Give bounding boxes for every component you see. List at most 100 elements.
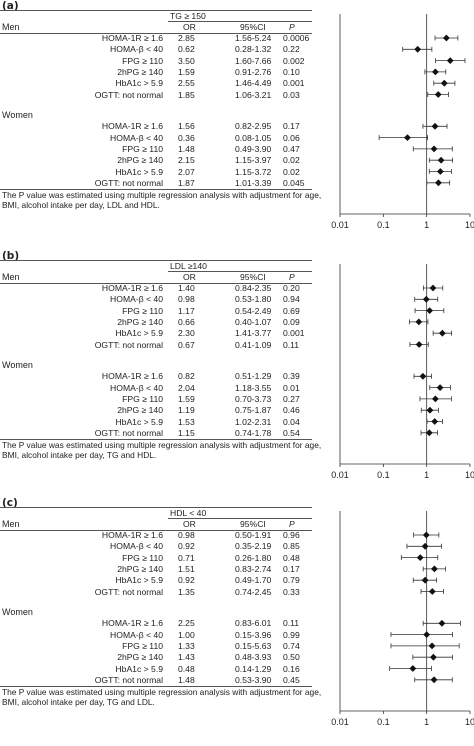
- x-tick-label-0: 0.01: [331, 717, 349, 727]
- row-or-value: 1.53: [178, 416, 195, 427]
- table-bottom-rule: [0, 188, 312, 190]
- row-variable-label: 2hPG ≥ 140: [117, 66, 163, 77]
- row-variable-label: OGTT: not normal: [94, 674, 163, 685]
- odds-ratio-marker: [421, 542, 429, 550]
- row-variable-label: 2hPG ≥ 140: [117, 405, 163, 416]
- row-ci-value: 1.56-5.24: [235, 33, 272, 43]
- row-variable-label: OGTT: not normal: [94, 586, 163, 597]
- row-or-value: 1.48: [178, 674, 195, 685]
- column-header-ci: 95%CI: [240, 272, 266, 282]
- row-variable-label: 2hPG ≥ 140: [117, 563, 163, 574]
- row-variable-label: OGTT: not normal: [94, 89, 163, 100]
- row-p-value: 0.45: [283, 674, 300, 685]
- table-top-rule: [0, 260, 312, 261]
- row-or-value: 1.43: [178, 652, 195, 663]
- column-header-or: OR: [183, 519, 196, 529]
- row-or-value: 2.07: [178, 166, 195, 177]
- odds-ratio-marker: [415, 318, 423, 326]
- odds-ratio-marker: [428, 588, 436, 595]
- row-ci-value: 0.14-1.29: [235, 663, 272, 674]
- row-or-value: 2.15: [178, 155, 195, 166]
- row-p-value: 0.001: [283, 78, 305, 89]
- row-or-value: 2.55: [178, 78, 195, 89]
- row-or-value: 0.92: [178, 575, 195, 586]
- row-ci-value: 1.02-2.31: [235, 416, 272, 427]
- x-tick-label-3: 10: [465, 470, 474, 480]
- row-or-value: 1.48: [178, 143, 195, 154]
- row-p-value: 0.001: [283, 328, 305, 339]
- row-ci-value: 0.49-3.90: [235, 143, 272, 154]
- x-tick-label-1: 0.1: [377, 717, 390, 727]
- row-ci-value: 0.15-3.96: [235, 629, 272, 640]
- row-ci-value: 0.74-1.78: [235, 427, 272, 438]
- row-or-value: 0.36: [178, 132, 195, 143]
- group-label-women: Women: [2, 607, 33, 618]
- row-variable-label: HbA1c > 5.9: [115, 416, 163, 427]
- table-header-outcome: HDL < 40: [170, 508, 207, 518]
- odds-ratio-marker: [429, 284, 437, 292]
- row-ci-value: 0.08-1.05: [235, 132, 272, 143]
- row-ci-value: 0.49-1.70: [235, 575, 272, 586]
- row-ci-value: 0.91-2.76: [235, 66, 272, 77]
- row-p-value: 0.17: [283, 563, 300, 574]
- odds-ratio-marker: [426, 406, 434, 414]
- table-header-rule: [168, 518, 312, 519]
- group-label-men: Men: [2, 272, 20, 282]
- forest-plot-svg: 0.01 0.1 1 10: [331, 264, 474, 480]
- row-variable-label: HOMA-1R ≥ 1.6: [101, 371, 163, 382]
- odds-ratio-marker: [425, 429, 433, 437]
- group-label-women: Women: [2, 360, 33, 371]
- row-p-value: 0.99: [283, 629, 300, 640]
- odds-ratio-marker: [438, 619, 446, 627]
- forest-plot-svg: 0.01 0.1 1 10: [331, 511, 474, 727]
- odds-ratio-marker: [430, 676, 438, 684]
- row-ci-value: 0.74-2.45: [235, 586, 272, 597]
- row-variable-label: HbA1c > 5.9: [115, 328, 163, 339]
- table-top-rule: [0, 507, 312, 508]
- odds-ratio-marker: [426, 307, 434, 314]
- x-tick-label-2: 1: [424, 717, 429, 727]
- panel-2: (c) HDL < 40 OR 95%CI P 0.01 0.1 1 10 Men HOMA-1R …: [0, 497, 474, 746]
- odds-ratio-marker: [429, 653, 437, 661]
- row-p-value: 0.47: [283, 143, 300, 154]
- row-variable-label: OGTT: not normal: [94, 339, 163, 350]
- row-p-value: 0.74: [283, 640, 300, 651]
- panel-0: (a) TG ≥ 150 OR 95%CI P 0.01 0.1 1 10 Men HOMA-1R …: [0, 0, 474, 249]
- row-ci-value: 1.15-3.97: [235, 155, 272, 166]
- table-column-rule: [0, 283, 312, 284]
- row-or-value: 1.40: [178, 283, 195, 293]
- table-bottom-rule: [0, 438, 312, 440]
- row-variable-label: HOMA-1R ≥ 1.6: [101, 283, 163, 293]
- row-or-value: 0.98: [178, 530, 195, 540]
- x-tick-label-3: 10: [465, 717, 474, 727]
- group-label-women: Women: [2, 110, 33, 121]
- row-variable-label: HbA1c > 5.9: [115, 78, 163, 89]
- row-variable-label: HOMA-β < 40: [110, 44, 163, 55]
- row-variable-label: HOMA-β < 40: [110, 629, 163, 640]
- row-or-value: 0.62: [178, 44, 195, 55]
- row-p-value: 0.22: [283, 44, 300, 55]
- table-bottom-rule: [0, 685, 312, 687]
- row-variable-label: FPG ≥ 110: [122, 393, 163, 404]
- forest-plot-svg: 0.01 0.1 1 10: [331, 14, 474, 230]
- table-top-rule: [0, 10, 312, 11]
- odds-ratio-marker: [421, 576, 429, 584]
- row-ci-value: 1.41-3.77: [235, 328, 272, 339]
- table-header-rule: [168, 21, 312, 22]
- x-tick-label-0: 0.01: [331, 220, 349, 230]
- row-ci-value: 0.28-1.32: [235, 44, 272, 55]
- row-variable-label: HbA1c > 5.9: [115, 166, 163, 177]
- row-p-value: 0.09: [283, 316, 300, 327]
- row-p-value: 0.50: [283, 652, 300, 663]
- row-ci-value: 0.54-2.49: [235, 305, 272, 316]
- row-variable-label: HOMA-1R ≥ 1.6: [101, 530, 163, 540]
- row-ci-value: 1.18-3.55: [235, 382, 272, 393]
- row-or-value: 2.30: [178, 328, 195, 339]
- row-p-value: 0.06: [283, 132, 300, 143]
- odds-ratio-marker: [431, 395, 439, 403]
- row-ci-value: 0.53-3.90: [235, 674, 272, 685]
- row-p-value: 0.002: [283, 55, 305, 66]
- row-ci-value: 0.48-3.93: [235, 652, 272, 663]
- row-ci-value: 0.84-2.35: [235, 283, 272, 293]
- table-header-rule: [168, 271, 312, 272]
